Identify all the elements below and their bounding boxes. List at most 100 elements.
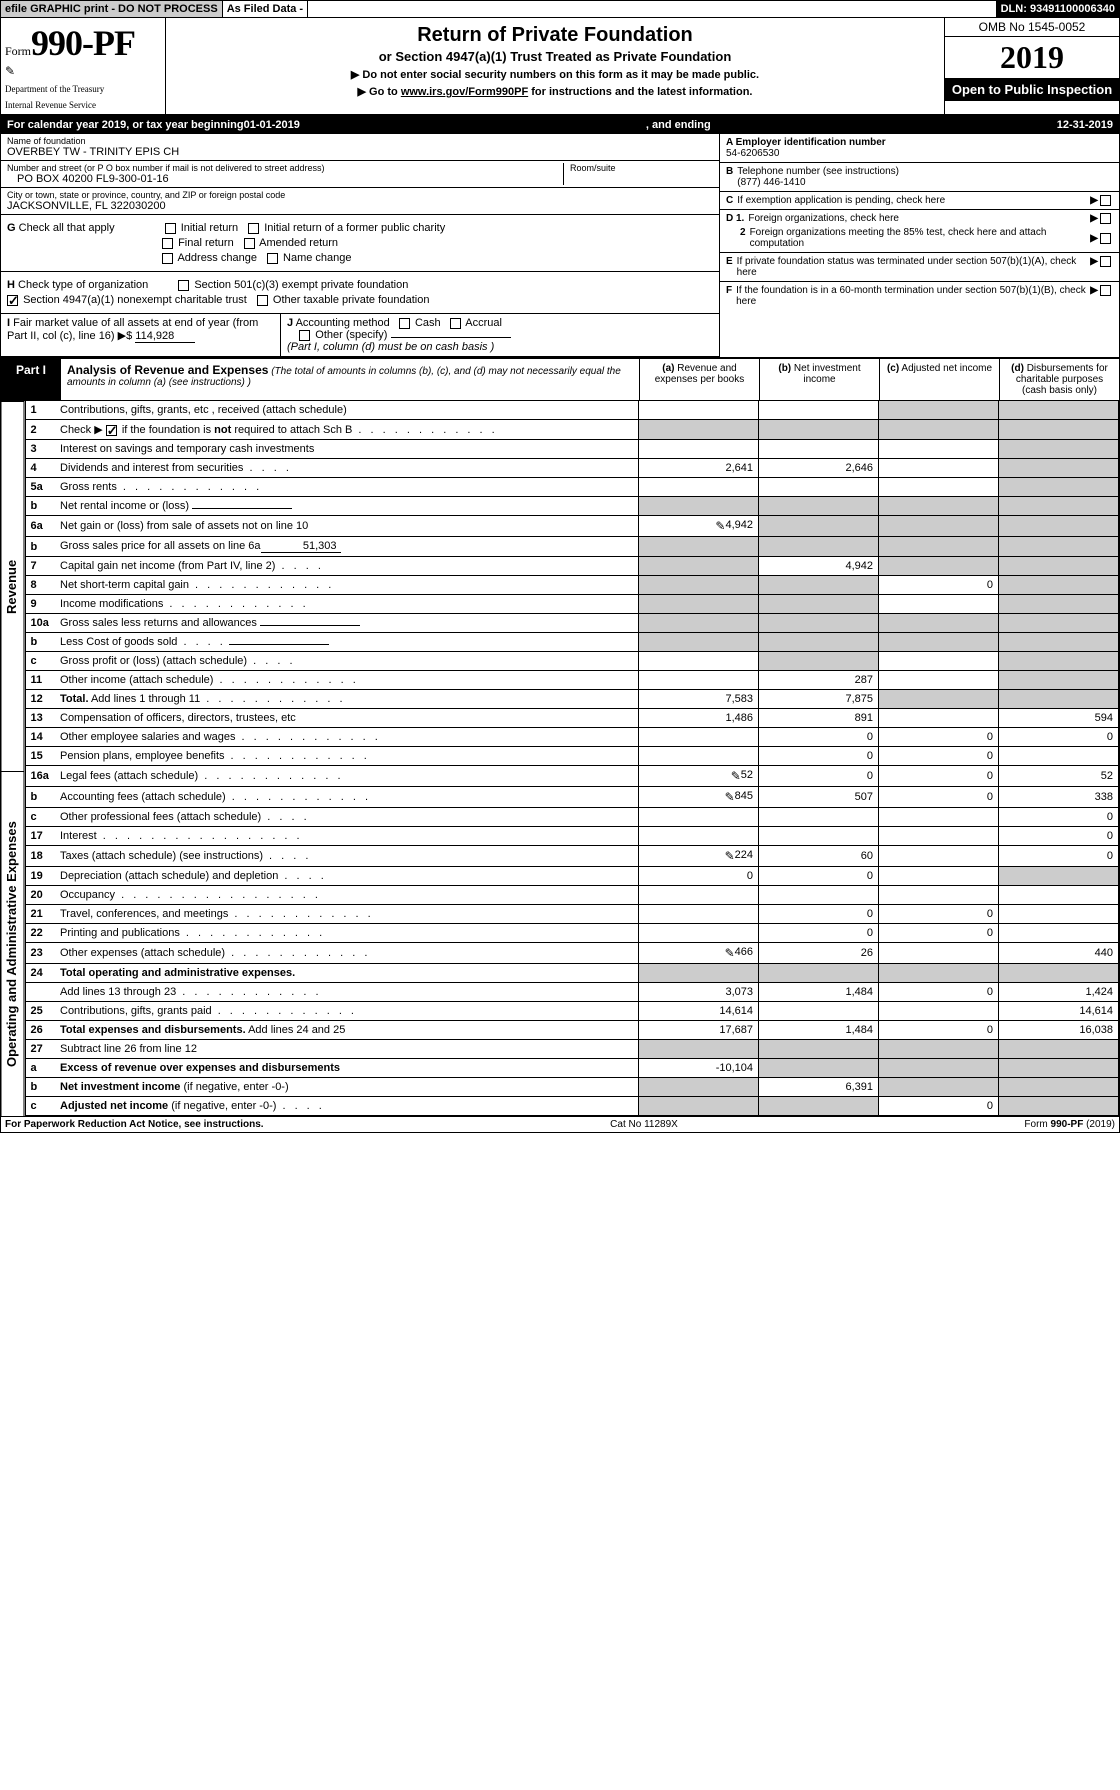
checkbox-final-return[interactable]	[162, 238, 173, 249]
checkbox-other-method[interactable]	[299, 330, 310, 341]
checkbox-cash[interactable]	[399, 318, 410, 329]
checkbox-initial-former[interactable]	[248, 223, 259, 234]
row-r7: 7Capital gain net income (from Part IV, …	[25, 557, 1119, 576]
cell-d	[999, 1097, 1119, 1116]
cell-d: 338	[999, 787, 1119, 808]
topbar: efile GRAPHIC print - DO NOT PROCESS As …	[1, 1, 1119, 18]
line-number: 13	[25, 709, 55, 728]
cell-a	[639, 671, 759, 690]
checkbox-exemption-pending[interactable]	[1100, 195, 1111, 206]
cell-b	[759, 478, 879, 497]
cell-d: 1,424	[999, 983, 1119, 1002]
line-description: Capital gain net income (from Part IV, l…	[55, 557, 639, 576]
line-description: Taxes (attach schedule) (see instruction…	[55, 846, 639, 867]
line-description: Compensation of officers, directors, tru…	[55, 709, 639, 728]
cell-a: ✎ 845	[639, 787, 759, 808]
row-r14: 14Other employee salaries and wages000	[25, 728, 1119, 747]
checkbox-status-terminated[interactable]	[1100, 256, 1111, 267]
as-filed: As Filed Data -	[223, 1, 308, 17]
line-number: b	[25, 633, 55, 652]
cell-b: 0	[759, 905, 879, 924]
cell-d: 52	[999, 766, 1119, 787]
checkbox-initial-return[interactable]	[165, 223, 176, 234]
cell-a: 14,614	[639, 1002, 759, 1021]
line-number: 27	[25, 1040, 55, 1059]
topbar-spacer	[308, 1, 997, 17]
checkbox-foreign-org[interactable]	[1100, 213, 1111, 224]
cell-d	[999, 633, 1119, 652]
cell-c	[879, 1059, 999, 1078]
cell-c: 0	[879, 747, 999, 766]
cell-a	[639, 905, 759, 924]
line-number: 2	[25, 420, 55, 440]
row-r22: 22Printing and publications00	[25, 924, 1119, 943]
line-description: Gross sales less returns and allowances	[55, 614, 639, 633]
cell-a: 3,073	[639, 983, 759, 1002]
cell-d: 0	[999, 728, 1119, 747]
cell-c	[879, 614, 999, 633]
cell-d	[999, 886, 1119, 905]
checkbox-address-change[interactable]	[162, 253, 173, 264]
form-ref: Form 990-PF (2019)	[1024, 1119, 1115, 1130]
line-number: 14	[25, 728, 55, 747]
irs-link[interactable]: www.irs.gov/Form990PF	[401, 86, 528, 98]
checkbox-name-change[interactable]	[267, 253, 278, 264]
attachment-icon[interactable]: ✎	[725, 849, 735, 863]
cell-a	[639, 1078, 759, 1097]
row-r12: 12Total. Add lines 1 through 117,5837,87…	[25, 690, 1119, 709]
line-number: 23	[25, 943, 55, 964]
cell-d: 594	[999, 709, 1119, 728]
cell-b	[759, 595, 879, 614]
cell-b: 7,875	[759, 690, 879, 709]
tax-form-page: efile GRAPHIC print - DO NOT PROCESS As …	[0, 0, 1120, 1133]
attachment-icon[interactable]: ✎	[715, 519, 725, 533]
attachment-icon[interactable]: ✎	[725, 790, 735, 804]
checkbox-4947a1[interactable]	[7, 295, 18, 306]
line-description: Depreciation (attach schedule) and deple…	[55, 867, 639, 886]
cell-b: 0	[759, 728, 879, 747]
cell-d	[999, 1078, 1119, 1097]
form-word: Form	[5, 44, 31, 58]
line-description: Net gain or (loss) from sale of assets n…	[55, 516, 639, 537]
attachment-icon[interactable]: ✎	[731, 769, 741, 783]
row-r9: 9Income modifications	[25, 595, 1119, 614]
cell-c: 0	[879, 1021, 999, 1040]
checkbox-sch-b[interactable]	[106, 425, 117, 436]
arrow-icon: ▶	[1090, 213, 1098, 224]
cell-b: 1,484	[759, 983, 879, 1002]
cell-c	[879, 440, 999, 459]
checkbox-85pct[interactable]	[1100, 233, 1111, 244]
row-r4: 4Dividends and interest from securities2…	[25, 459, 1119, 478]
line-description: Check ▶ if the foundation is not require…	[55, 420, 639, 440]
line-description: Other expenses (attach schedule)	[55, 943, 639, 964]
checkbox-501c3[interactable]	[178, 280, 189, 291]
cell-d: 0	[999, 808, 1119, 827]
cell-b	[759, 537, 879, 557]
cell-d	[999, 497, 1119, 516]
header-center: Return of Private Foundation or Section …	[166, 18, 944, 114]
checkbox-amended-return[interactable]	[244, 238, 255, 249]
cell-c	[879, 1078, 999, 1097]
cell-d	[999, 401, 1119, 420]
checkbox-other-taxable[interactable]	[257, 295, 268, 306]
col-d-header: (d) Disbursements for charitable purpose…	[999, 359, 1119, 400]
attachment-icon[interactable]: ✎	[725, 946, 735, 960]
cell-d	[999, 420, 1119, 440]
cell-c	[879, 943, 999, 964]
line-description: Total expenses and disbursements. Add li…	[55, 1021, 639, 1040]
row-r6b: bGross sales price for all assets on lin…	[25, 537, 1119, 557]
cell-d	[999, 964, 1119, 983]
cell-a	[639, 537, 759, 557]
col-b-header: (b) Net investment income	[759, 359, 879, 400]
checkbox-60month[interactable]	[1100, 285, 1111, 296]
cell-d	[999, 537, 1119, 557]
line-number: 24	[25, 964, 55, 983]
cell-b: 507	[759, 787, 879, 808]
checkbox-accrual[interactable]	[450, 318, 461, 329]
cell-d	[999, 516, 1119, 537]
cell-a	[639, 614, 759, 633]
cell-c	[879, 401, 999, 420]
cell-c	[879, 652, 999, 671]
row-r23: 23Other expenses (attach schedule)✎ 4662…	[25, 943, 1119, 964]
arrow-icon: ▶	[1090, 285, 1098, 296]
